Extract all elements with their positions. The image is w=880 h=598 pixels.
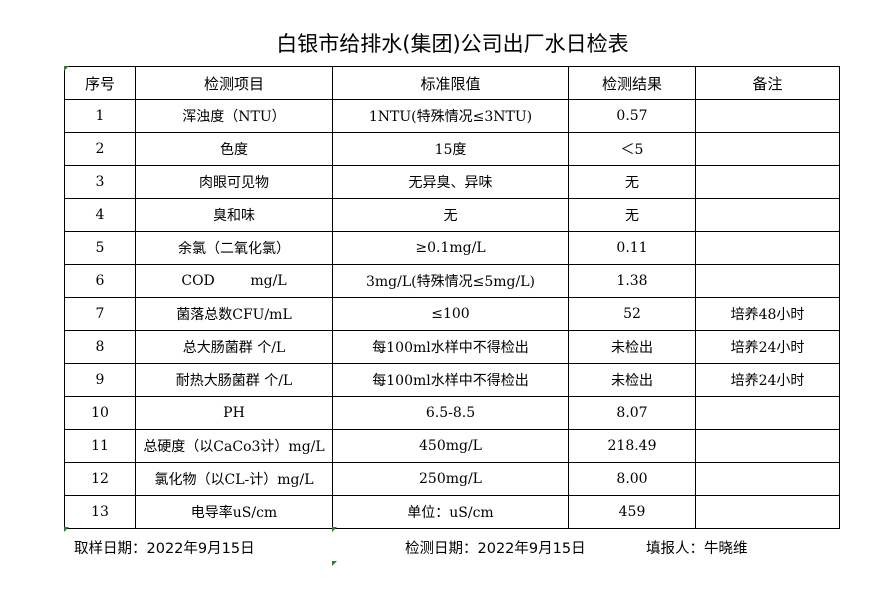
remark-cell[interactable]	[695, 462, 840, 496]
cell-comment-marker	[64, 66, 69, 71]
standard-limit-cell[interactable]: 250mg/L	[332, 462, 569, 496]
test-result-cell[interactable]: 0.57	[568, 99, 696, 133]
test-result-cell[interactable]: 无	[568, 165, 696, 199]
row-number-cell[interactable]: 11	[64, 429, 136, 463]
remark-cell[interactable]	[695, 99, 840, 133]
cell-comment-marker	[332, 561, 337, 566]
table-row: 3 肉眼可见物 无异臭、异味无	[64, 165, 840, 199]
row-number-cell[interactable]: 4	[64, 198, 136, 232]
remark-cell[interactable]	[695, 429, 840, 463]
standard-limit-cell[interactable]: 6.5-8.5	[332, 396, 569, 430]
test-item-cell[interactable]: PH	[135, 396, 333, 430]
standard-limit-cell[interactable]: 无异臭、异味	[332, 165, 569, 199]
table-row: 5 余氯（二氧化氯） ≥0.1mg/L 0.11	[64, 231, 840, 265]
test-item-cell[interactable]: 总大肠菌群 个/L	[135, 330, 333, 364]
table-row: 9 耐热大肠菌群 个/L 每100ml水样中不得检出 未检出 培养24小时	[64, 363, 840, 397]
test-item-cell[interactable]: 总硬度（以CaCo3计）mg/L	[135, 429, 333, 463]
test-result-cell[interactable]: ＜5	[568, 132, 696, 166]
table-row: 10 PH 6.5-8.5 8.07	[64, 396, 840, 430]
test-result-cell[interactable]: 8.00	[568, 462, 696, 496]
table-row: 11 总硬度（以CaCo3计）mg/L 450mg/L 218.49	[64, 429, 840, 463]
row-number-cell[interactable]: 5	[64, 231, 136, 265]
standard-limit-cell[interactable]: 450mg/L	[332, 429, 569, 463]
standard-limit-cell[interactable]: 15度	[332, 132, 569, 166]
remark-cell[interactable]	[695, 132, 840, 166]
table-row: 6 COD mg/L 3mg/L(特殊情况≤5mg/L) 1.38	[64, 264, 840, 298]
test-item-cell[interactable]: 菌落总数CFU/mL	[135, 297, 333, 331]
remark-cell[interactable]: 培养24小时	[695, 363, 840, 397]
header-cell[interactable]: 标准限值	[332, 66, 569, 100]
sampling-date: 取样日期：2022年9月15日	[74, 541, 255, 557]
table-row: 4 臭和味无无	[64, 198, 840, 232]
remark-cell[interactable]	[695, 264, 840, 298]
test-item-cell[interactable]: COD mg/L	[135, 264, 333, 298]
standard-limit-cell[interactable]: 每100ml水样中不得检出	[332, 330, 569, 364]
row-number-cell[interactable]: 10	[64, 396, 136, 430]
standard-limit-cell[interactable]: 3mg/L(特殊情况≤5mg/L)	[332, 264, 569, 298]
remark-cell[interactable]	[695, 231, 840, 265]
header-cell[interactable]: 检测项目	[135, 66, 333, 100]
test-item-cell[interactable]: 电导率uS/cm	[135, 495, 333, 529]
table-row: 13 电导率uS/cm 单位：uS/cm 459	[64, 495, 840, 529]
row-number-cell[interactable]: 3	[64, 165, 136, 199]
standard-limit-cell[interactable]: 无	[332, 198, 569, 232]
cell-comment-marker	[64, 527, 69, 532]
test-item-cell[interactable]: 耐热大肠菌群 个/L	[135, 363, 333, 397]
remark-cell[interactable]: 培养48小时	[695, 297, 840, 331]
test-item-cell[interactable]: 余氯（二氧化氯）	[135, 231, 333, 265]
inspection-table: 序号 检测项目 标准限值 检测结果 备注 1 浑浊度（NTU） 1NTU(特殊情况≤…	[64, 66, 840, 529]
row-number-cell[interactable]: 12	[64, 462, 136, 496]
table-row: 7 菌落总数CFU/mL ≤100 52 培养48小时	[64, 297, 840, 331]
test-result-cell[interactable]: 52	[568, 297, 696, 331]
row-number-cell[interactable]: 8	[64, 330, 136, 364]
page-title: 白银市给排水(集团)公司出厂水日检表	[276, 32, 629, 56]
test-result-cell[interactable]: 未检出	[568, 330, 696, 364]
remark-cell[interactable]	[695, 495, 840, 529]
header-cell[interactable]: 检测结果	[568, 66, 696, 100]
test-item-cell[interactable]: 色度	[135, 132, 333, 166]
standard-limit-cell[interactable]: 1NTU(特殊情况≤3NTU)	[332, 99, 569, 133]
standard-limit-cell[interactable]: ≥0.1mg/L	[332, 231, 569, 265]
remark-cell[interactable]	[695, 165, 840, 199]
test-result-cell[interactable]: 459	[568, 495, 696, 529]
table-header-row: 序号 检测项目 标准限值 检测结果 备注	[64, 66, 840, 100]
row-number-cell[interactable]: 6	[64, 264, 136, 298]
table-row: 8 总大肠菌群 个/L 每100ml水样中不得检出 未检出 培养24小时	[64, 330, 840, 364]
row-number-cell[interactable]: 7	[64, 297, 136, 331]
test-result-cell[interactable]: 8.07	[568, 396, 696, 430]
test-result-cell[interactable]: 0.11	[568, 231, 696, 265]
test-date: 检测日期：2022年9月15日	[405, 541, 586, 557]
remark-cell[interactable]	[695, 198, 840, 232]
test-item-cell[interactable]: 氯化物（以CL-计）mg/L	[135, 462, 333, 496]
standard-limit-cell[interactable]: 每100ml水样中不得检出	[332, 363, 569, 397]
test-item-cell[interactable]: 臭和味	[135, 198, 333, 232]
table-row: 12 氯化物（以CL-计）mg/L 250mg/L 8.00	[64, 462, 840, 496]
table-row: 2 色度 15度 ＜5	[64, 132, 840, 166]
test-result-cell[interactable]: 218.49	[568, 429, 696, 463]
header-cell[interactable]: 备注	[695, 66, 840, 100]
remark-cell[interactable]: 培养24小时	[695, 330, 840, 364]
test-result-cell[interactable]: 未检出	[568, 363, 696, 397]
row-number-cell[interactable]: 2	[64, 132, 136, 166]
test-item-cell[interactable]: 浑浊度（NTU）	[135, 99, 333, 133]
table-row: 1 浑浊度（NTU） 1NTU(特殊情况≤3NTU) 0.57	[64, 99, 840, 133]
row-number-cell[interactable]: 9	[64, 363, 136, 397]
header-cell[interactable]: 序号	[64, 66, 136, 100]
standard-limit-cell[interactable]: 单位：uS/cm	[332, 495, 569, 529]
test-result-cell[interactable]: 1.38	[568, 264, 696, 298]
reporter: 填报人：牛晓维	[646, 541, 748, 557]
test-result-cell[interactable]: 无	[568, 198, 696, 232]
test-item-cell[interactable]: 肉眼可见物	[135, 165, 333, 199]
row-number-cell[interactable]: 1	[64, 99, 136, 133]
standard-limit-cell[interactable]: ≤100	[332, 297, 569, 331]
remark-cell[interactable]	[695, 396, 840, 430]
row-number-cell[interactable]: 13	[64, 495, 136, 529]
cell-comment-marker	[332, 527, 337, 532]
